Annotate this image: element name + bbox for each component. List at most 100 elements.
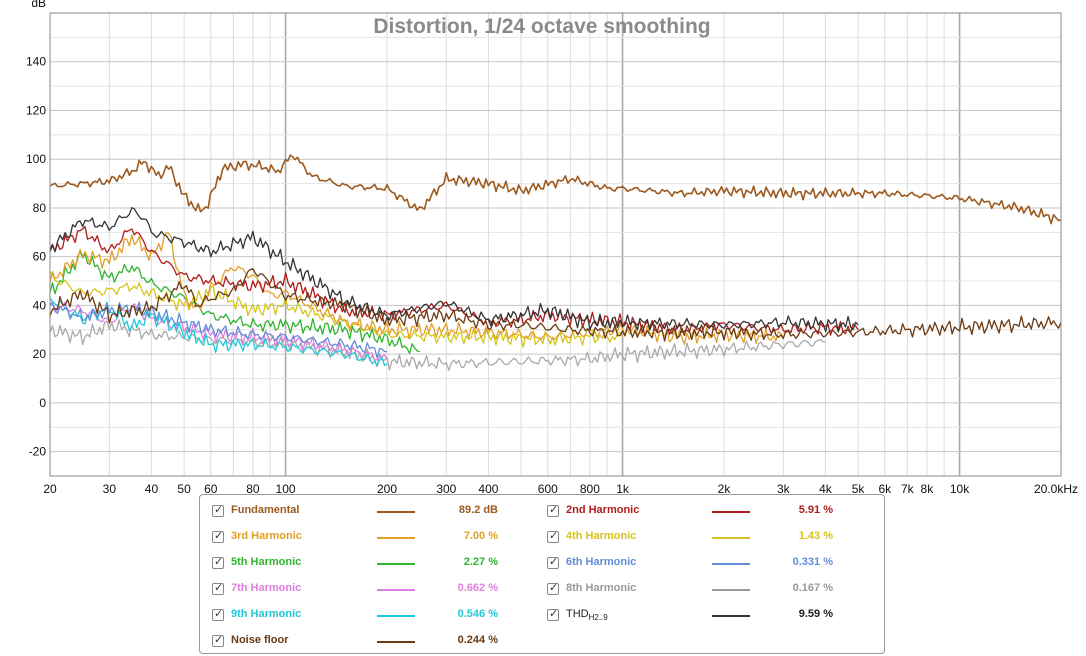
- legend-label: Fundamental: [231, 504, 300, 516]
- legend-value: 7.00 %: [463, 530, 498, 542]
- legend-color-swatch: [377, 511, 415, 513]
- series-line: [49, 301, 388, 361]
- chart-title: Distortion, 1/24 octave smoothing: [373, 15, 710, 38]
- legend-label: 9th Harmonic: [231, 608, 302, 620]
- y-tick-label: 40: [33, 298, 47, 312]
- x-tick-label: 40: [145, 482, 159, 494]
- x-tick-label: 5k: [852, 482, 866, 494]
- y-tick-label: 60: [33, 250, 47, 264]
- legend-item: 9th Harmonic 0.546 %: [212, 606, 512, 626]
- series-visibility-checkbox[interactable]: [212, 581, 224, 595]
- legend-item: 2nd Harmonic 5.91 %: [547, 502, 847, 522]
- distortion-chart: -20 0 20 40 60 80 100 120 140 20 30 40 50 60 80 100 200 3…: [26, 0, 1078, 494]
- x-tick-label: 20.0kHz: [1034, 482, 1078, 494]
- x-tick-label: 600: [538, 482, 558, 494]
- legend-color-swatch: [377, 563, 415, 565]
- legend-value: 2.27 %: [463, 556, 498, 568]
- x-tick-label: 200: [377, 482, 397, 494]
- legend-color-swatch: [712, 511, 750, 513]
- legend-label: 2nd Harmonic: [566, 504, 640, 516]
- y-tick-label: 20: [33, 347, 47, 361]
- legend-value: 9.59 %: [798, 608, 833, 620]
- legend-value: 0.546 %: [457, 608, 498, 620]
- series-visibility-checkbox[interactable]: [212, 529, 224, 543]
- legend-item: Fundamental 89.2 dB: [212, 502, 512, 522]
- series-line: [49, 301, 388, 359]
- legend-label: Noise floor: [231, 634, 289, 646]
- legend-label: 5th Harmonic: [231, 556, 302, 568]
- series-visibility-checkbox[interactable]: [547, 555, 559, 569]
- y-tick-label: 80: [33, 201, 47, 215]
- x-tick-label: 30: [103, 482, 117, 494]
- x-tick-label: 7k: [901, 482, 915, 494]
- legend-item: THDH2..9 9.59 %: [547, 606, 847, 626]
- legend-color-swatch: [712, 537, 750, 539]
- x-tick-label: 2k: [718, 482, 732, 494]
- legend-value: 89.2 dB: [458, 504, 498, 516]
- x-tick-label: 100: [276, 482, 296, 494]
- legend-value: 0.167 %: [792, 582, 833, 594]
- series-line: [49, 231, 784, 346]
- legend-value: 1.43 %: [798, 530, 833, 542]
- legend-item: 4th Harmonic 1.43 %: [547, 528, 847, 548]
- legend-label: THDH2..9: [566, 608, 608, 622]
- x-tick-label: 8k: [921, 482, 935, 494]
- x-tick-label: 3k: [777, 482, 791, 494]
- series-visibility-checkbox[interactable]: [212, 633, 224, 647]
- legend-color-swatch: [377, 641, 415, 643]
- chart-grid: [49, 12, 1062, 477]
- legend-color-swatch: [377, 589, 415, 591]
- x-tick-label: 60: [204, 482, 218, 494]
- legend-label: 6th Harmonic: [566, 556, 637, 568]
- x-tick-label: 4k: [819, 482, 833, 494]
- legend-value: 0.244 %: [457, 634, 498, 646]
- x-tick-label: 300: [436, 482, 456, 494]
- legend-item: 5th Harmonic 2.27 %: [212, 554, 512, 574]
- legend-label: 8th Harmonic: [566, 582, 637, 594]
- legend-color-swatch: [377, 537, 415, 539]
- legend-color-swatch: [712, 589, 750, 591]
- legend-label: 3rd Harmonic: [231, 530, 302, 542]
- series-line: [49, 268, 1062, 342]
- series-visibility-checkbox[interactable]: [212, 503, 224, 517]
- y-axis-unit: dB: [31, 0, 46, 10]
- x-tick-label: 50: [177, 482, 191, 494]
- series-line: [49, 251, 420, 355]
- legend-item: Noise floor 0.244 %: [212, 632, 512, 652]
- x-tick-label: 1k: [616, 482, 630, 494]
- y-tick-label: 140: [26, 55, 46, 69]
- legend-item: 8th Harmonic 0.167 %: [547, 580, 847, 600]
- legend-color-swatch: [377, 615, 415, 617]
- series-visibility-checkbox[interactable]: [547, 607, 559, 621]
- chart-series: [49, 154, 1062, 371]
- legend-label: 7th Harmonic: [231, 582, 302, 594]
- legend-label: 4th Harmonic: [566, 530, 637, 542]
- legend-value: 0.662 %: [457, 582, 498, 594]
- x-tick-label: 6k: [878, 482, 892, 494]
- chart-legend: Fundamental 89.2 dB 2nd Harmonic 5.91 % 3rd …: [199, 494, 885, 654]
- x-tick-label: 800: [580, 482, 600, 494]
- series-visibility-checkbox[interactable]: [547, 529, 559, 543]
- series-line: [49, 154, 1062, 225]
- legend-color-swatch: [712, 615, 750, 617]
- y-tick-label: 0: [39, 396, 46, 410]
- plot-frame: [49, 12, 1062, 477]
- y-tick-label: 120: [26, 103, 46, 117]
- series-visibility-checkbox[interactable]: [212, 607, 224, 621]
- series-visibility-checkbox[interactable]: [212, 555, 224, 569]
- legend-label-subscript: H2..9: [588, 613, 608, 622]
- series-line: [49, 319, 826, 371]
- x-tick-label: 80: [246, 482, 260, 494]
- series-visibility-checkbox[interactable]: [547, 503, 559, 517]
- legend-item: 6th Harmonic 0.331 %: [547, 554, 847, 574]
- legend-color-swatch: [712, 563, 750, 565]
- chart-ticks: -20 0 20 40 60 80 100 120 140 20 30 40 50 60 80 100 200 3…: [26, 55, 1078, 494]
- series-line: [49, 207, 859, 333]
- series-visibility-checkbox[interactable]: [547, 581, 559, 595]
- legend-value: 5.91 %: [798, 504, 833, 516]
- legend-value: 0.331 %: [792, 556, 833, 568]
- legend-item: 3rd Harmonic 7.00 %: [212, 528, 512, 548]
- x-tick-label: 10k: [950, 482, 970, 494]
- legend-item: 7th Harmonic 0.662 %: [212, 580, 512, 600]
- y-tick-label: -20: [29, 445, 47, 459]
